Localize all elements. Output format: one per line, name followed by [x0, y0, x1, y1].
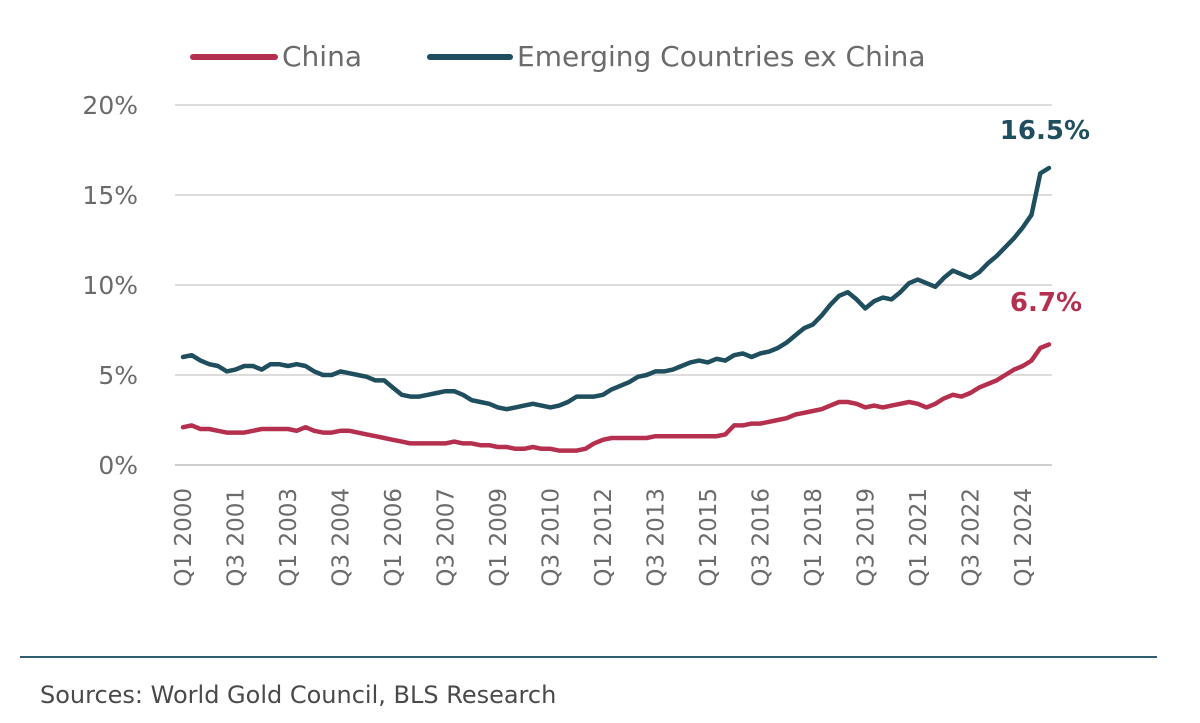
x-tick-label: Q3 2007 — [433, 488, 459, 587]
y-tick-label: 10% — [82, 271, 138, 300]
end-label-china: 6.7% — [1010, 288, 1082, 318]
x-tick-label: Q1 2021 — [906, 488, 932, 587]
x-tick-label: Q1 2012 — [591, 488, 617, 587]
x-tick-label: Q1 2000 — [171, 488, 197, 587]
legend-label-emerging: Emerging Countries ex China — [517, 40, 926, 73]
series-line-china — [180, 342, 1052, 453]
x-tick-label: Q3 2022 — [958, 488, 984, 587]
y-axis: 0% 5% 10% 15% 20% — [82, 91, 138, 480]
x-axis: Q1 2000 Q3 2001 Q1 2003 Q3 2004 Q1 2006 Q3 20… — [171, 488, 1037, 587]
x-tick-label: Q1 2024 — [1011, 488, 1037, 587]
legend-label-china: China — [282, 40, 362, 73]
y-tick-label: 0% — [98, 451, 138, 480]
legend: China Emerging Countries ex China — [190, 40, 926, 73]
x-tick-label: Q1 2015 — [696, 488, 722, 587]
source-note: Sources: World Gold Council, BLS Researc… — [40, 681, 556, 709]
y-tick-label: 20% — [82, 91, 138, 120]
x-tick-label: Q1 2018 — [801, 488, 827, 587]
grid-lines — [175, 104, 1052, 466]
x-tick-label: Q1 2006 — [381, 488, 407, 587]
x-tick-label: Q1 2009 — [486, 488, 512, 587]
y-tick-label: 5% — [98, 361, 138, 390]
x-tick-label: Q3 2004 — [328, 488, 354, 587]
x-tick-label: Q3 2016 — [748, 488, 774, 587]
end-label-emerging: 16.5% — [1000, 116, 1090, 146]
series-line-emerging — [180, 165, 1052, 412]
series-lines — [180, 165, 1052, 453]
x-tick-label: Q3 2019 — [853, 488, 879, 587]
x-tick-label: Q3 2010 — [538, 488, 564, 587]
y-tick-label: 15% — [82, 181, 138, 210]
x-tick-label: Q3 2013 — [643, 488, 669, 587]
x-tick-label: Q3 2001 — [223, 488, 249, 587]
x-tick-label: Q1 2003 — [276, 488, 302, 587]
